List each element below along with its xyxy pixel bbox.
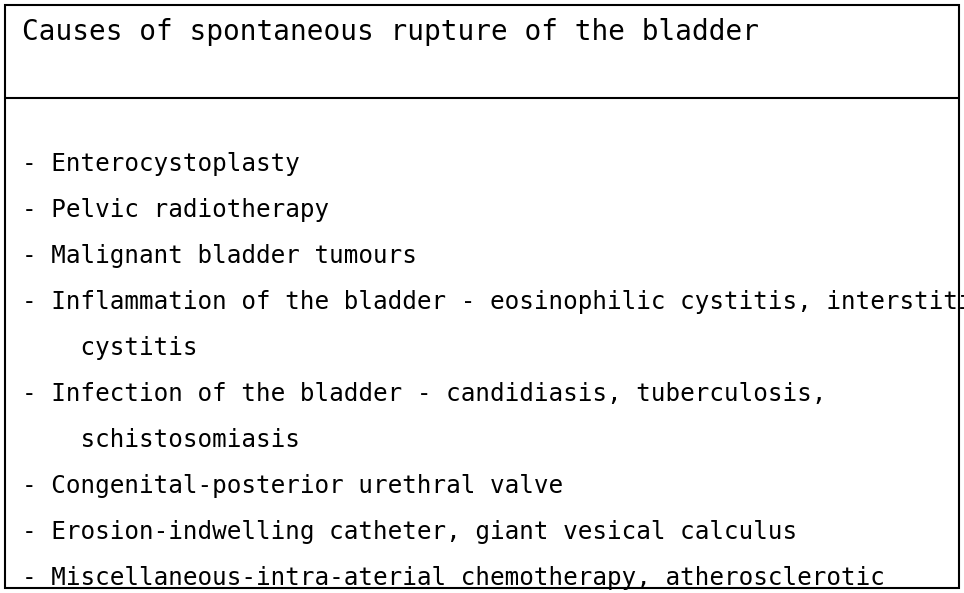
Text: - Enterocystoplasty: - Enterocystoplasty bbox=[22, 152, 300, 176]
Text: - Malignant bladder tumours: - Malignant bladder tumours bbox=[22, 244, 416, 268]
Text: - Pelvic radiotherapy: - Pelvic radiotherapy bbox=[22, 198, 329, 222]
Text: schistosomiasis: schistosomiasis bbox=[22, 428, 300, 452]
Text: Causes of spontaneous rupture of the bladder: Causes of spontaneous rupture of the bla… bbox=[22, 18, 759, 46]
Text: - Congenital-posterior urethral valve: - Congenital-posterior urethral valve bbox=[22, 474, 563, 498]
Text: - Inflammation of the bladder - eosinophilic cystitis, interstitial: - Inflammation of the bladder - eosinoph… bbox=[22, 290, 964, 314]
Text: - Miscellaneous-intra-aterial chemotherapy, atherosclerotic: - Miscellaneous-intra-aterial chemothera… bbox=[22, 566, 885, 590]
Text: cystitis: cystitis bbox=[22, 336, 198, 360]
Text: - Erosion-indwelling catheter, giant vesical calculus: - Erosion-indwelling catheter, giant ves… bbox=[22, 520, 797, 544]
FancyBboxPatch shape bbox=[5, 5, 959, 588]
Text: - Infection of the bladder - candidiasis, tuberculosis,: - Infection of the bladder - candidiasis… bbox=[22, 382, 826, 406]
